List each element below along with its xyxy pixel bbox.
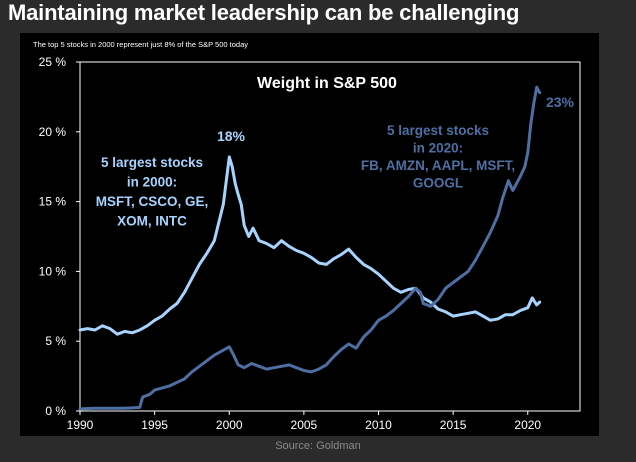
page-title: Maintaining market leadership can be cha… [8,0,519,26]
y-tick-label: 20 % [39,125,67,139]
y-tick-label: 10 % [39,264,67,278]
y-tick-label: 15 % [39,195,67,209]
chart-title: Weight in S&P 500 [257,75,397,92]
series2-annotation-line: FB, AMZN, AAPL, MSFT, [361,158,515,173]
series1-annotation-line: XOM, INTC [117,214,187,229]
series2-annotation-line: GOOGL [413,176,463,191]
y-tick-label: 0 % [45,404,66,418]
line-chart: The top 5 stocks in 2000 represent just … [20,33,599,436]
chart-panel: The top 5 stocks in 2000 represent just … [20,33,599,436]
x-tick-label: 2000 [216,418,243,432]
series1-peak-label: 18% [217,128,246,144]
x-tick-label: 2015 [440,418,467,432]
x-tick-label: 2005 [291,418,318,432]
chart-subtitle: The top 5 stocks in 2000 represent just … [33,40,248,49]
x-tick-label: 1995 [141,418,168,432]
series2-end-label: 23% [546,94,575,110]
series1-annotation-line: MSFT, CSCO, GE, [96,194,209,209]
chart-source: Source: Goldman [0,440,636,452]
y-tick-label: 25 % [39,55,67,69]
x-tick-label: 1990 [67,418,94,432]
x-tick-label: 2010 [365,418,392,432]
series1-annotation-line: in 2000: [127,175,177,190]
x-tick-label: 2020 [514,418,541,432]
series1-annotation-line: 5 largest stocks [101,155,203,170]
y-tick-label: 5 % [45,334,66,348]
series2-annotation-line: 5 largest stocks [387,123,489,138]
series2-annotation-line: in 2020: [413,141,463,156]
